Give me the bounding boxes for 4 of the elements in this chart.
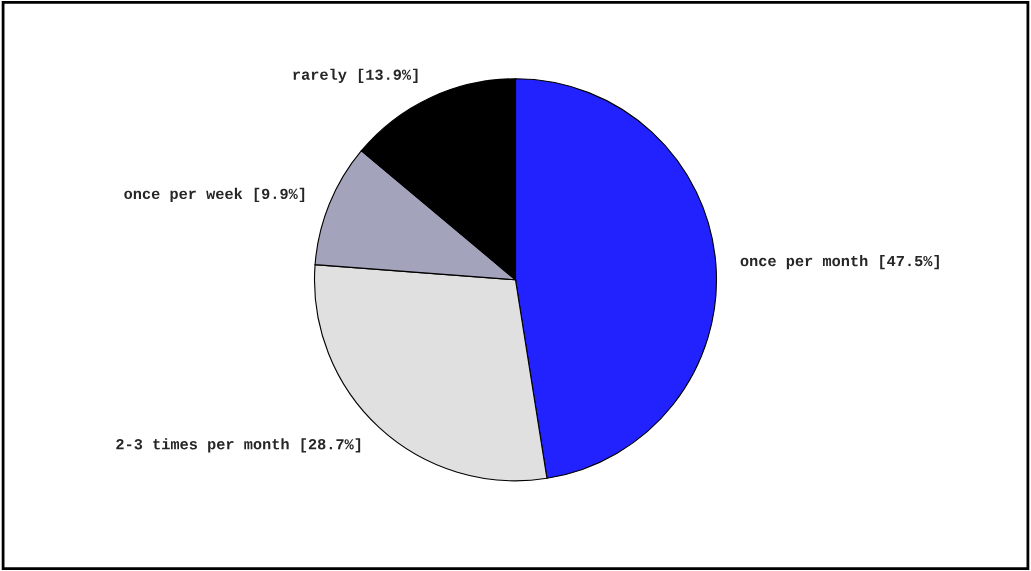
slice-label: rarely [13.9%] [293, 68, 418, 83]
slice-label: 2-3 times per month [28.7%] [116, 438, 361, 453]
slice-label: once per month [47.5%] [740, 255, 939, 270]
slice-label: once per week [9.9%] [124, 187, 305, 203]
